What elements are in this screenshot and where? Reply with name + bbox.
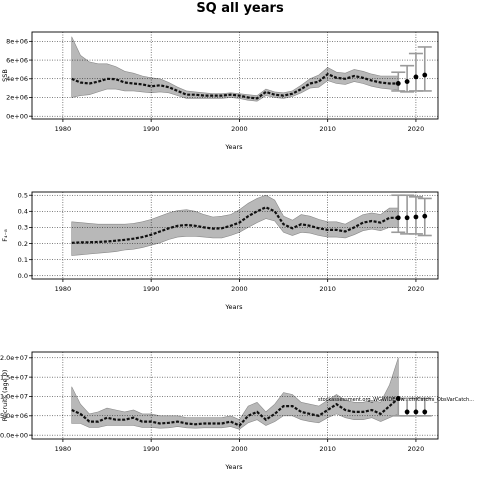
y-axis-label: F₄₋₈ <box>1 229 9 242</box>
y-tick-label: 5.0e+06 <box>0 412 28 420</box>
plot-frame <box>31 351 439 440</box>
x-tick-label: 1990 <box>143 125 160 133</box>
forecast-point <box>422 213 428 219</box>
x-tick-label: 1980 <box>55 125 72 133</box>
y-tick-label: 0.3 <box>18 224 28 232</box>
forecast-errorbar <box>408 52 423 92</box>
x-tick-label: 1990 <box>143 445 160 453</box>
y-tick-label: 8e+06 <box>6 38 28 46</box>
estimate-line <box>71 206 399 244</box>
forecast-point <box>422 409 428 415</box>
estimate-line <box>71 72 399 100</box>
forecast-errorbar <box>400 194 415 235</box>
x-tick-label: 2010 <box>319 285 336 293</box>
confidence-band <box>71 36 399 102</box>
x-tick-label: 1980 <box>55 445 72 453</box>
x-tick-label: 2000 <box>231 125 248 133</box>
forecast-point <box>395 215 401 221</box>
x-tick-label: 2000 <box>231 285 248 293</box>
annotation-text: stockassessment.org_WGWIDE/Bw...ctrlCatc… <box>318 397 474 403</box>
y-tick-label: 1.0e+07 <box>0 393 28 401</box>
chart-title: SQ all years <box>196 1 284 16</box>
y-tick-label: 0.0 <box>18 272 28 280</box>
confidence-band <box>71 194 399 256</box>
forecast-point <box>413 214 419 220</box>
x-tick-label: 2010 <box>319 125 336 133</box>
y-axis-label: SSB <box>1 69 9 82</box>
forecast-point <box>404 79 410 84</box>
x-tick-label: 2010 <box>319 445 336 453</box>
plot-frame <box>31 31 439 120</box>
y-tick-label: 2.0e+07 <box>0 354 28 362</box>
forecast-errorbar <box>400 64 415 93</box>
x-tick-label: 2020 <box>408 285 425 293</box>
y-axis-label: Recruits (age 0) <box>1 370 9 422</box>
forecast-point <box>395 81 401 86</box>
x-axis-label: Years <box>224 303 243 311</box>
x-tick-label: 2000 <box>231 445 248 453</box>
y-tick-label: 1.5e+07 <box>0 373 28 381</box>
estimate-line <box>71 397 400 427</box>
forecast-point <box>404 409 410 415</box>
forecast-point <box>422 72 428 78</box>
x-axis-label: Years <box>224 143 243 151</box>
plot-frame <box>31 191 439 280</box>
forecast-point <box>404 215 410 221</box>
y-tick-label: 0.4 <box>18 208 28 216</box>
forecast-point <box>413 409 419 415</box>
y-tick-label: 2e+06 <box>6 94 28 102</box>
x-tick-label: 2020 <box>408 125 425 133</box>
forecast-point <box>413 74 419 80</box>
panel-f: 1980 1990 2000 2010 2020 0.0 0.1 0.2 0.3 0.4 0.5 Ye… <box>1 191 439 311</box>
panel-rec: 1980 1990 2000 2010 2020 0.0e+00 5.0e+06 1.0e+0… <box>0 351 439 471</box>
panel-ssb: 1980 1990 2000 2010 2020 0e+00 2e+06 4e+06 6e+06… <box>1 31 439 151</box>
x-tick-label: 1990 <box>143 285 160 293</box>
y-tick-label: 0.1 <box>18 256 28 264</box>
x-tick-label: 2020 <box>408 445 425 453</box>
y-tick-label: 0.5 <box>18 191 28 199</box>
y-tick-label: 6e+06 <box>6 56 28 64</box>
x-tick-label: 1980 <box>55 285 72 293</box>
x-axis-label: Years <box>224 463 243 471</box>
y-tick-label: 0.0e+00 <box>0 431 28 439</box>
confidence-band <box>71 357 399 430</box>
y-tick-label: 0.2 <box>18 240 28 248</box>
forecast-errorbar <box>417 46 432 92</box>
y-tick-label: 4e+06 <box>6 75 28 83</box>
y-tick-label: 0e+00 <box>6 112 28 120</box>
forecast-point <box>395 396 401 401</box>
